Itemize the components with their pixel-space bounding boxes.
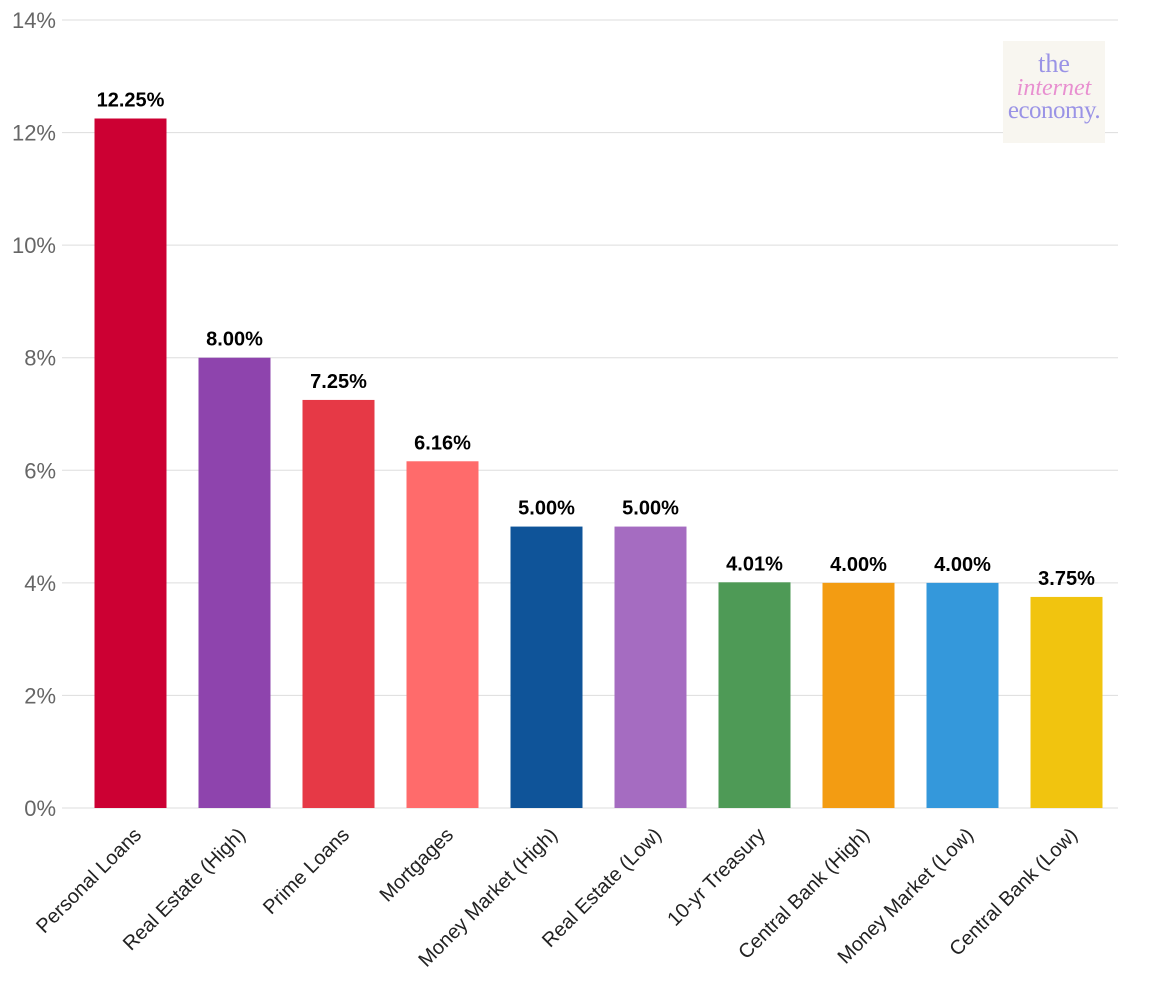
y-tick-label: 8% bbox=[24, 346, 56, 371]
y-tick-label: 0% bbox=[24, 796, 56, 821]
bar bbox=[614, 526, 687, 808]
bar bbox=[926, 582, 999, 808]
data-label: 4.00% bbox=[830, 554, 887, 576]
data-label: 12.25% bbox=[97, 90, 165, 112]
bar bbox=[822, 582, 895, 808]
y-tick-label: 12% bbox=[12, 121, 56, 146]
bar bbox=[510, 526, 583, 808]
bar bbox=[302, 399, 375, 808]
y-tick-label: 6% bbox=[24, 458, 56, 483]
data-label: 4.00% bbox=[934, 554, 991, 576]
value-labels: 12.25% 8.00% 7.25% 6.16% 5.00% 5.00% 4.01% 4.00… bbox=[97, 90, 1095, 590]
data-label: 4.01% bbox=[726, 553, 783, 575]
logo-text-economy: economy. bbox=[1007, 97, 1101, 124]
x-tick-label: Mortgages bbox=[376, 824, 458, 906]
bar bbox=[94, 118, 167, 808]
x-tick-label: 10-yr Treasury bbox=[663, 824, 770, 931]
data-label: 5.00% bbox=[622, 498, 679, 520]
bar bbox=[718, 582, 791, 808]
y-tick-label: 14% bbox=[12, 8, 56, 33]
data-label: 7.25% bbox=[310, 371, 367, 393]
data-label: 5.00% bbox=[518, 498, 575, 520]
bar bbox=[406, 461, 479, 808]
data-label: 6.16% bbox=[414, 432, 471, 454]
data-label: 3.75% bbox=[1038, 568, 1095, 590]
y-axis-tick-labels: 0% 2% 4% 6% 8% 10% 12% 14% bbox=[12, 8, 56, 821]
logo-text-internet: internet bbox=[1016, 75, 1092, 101]
bars bbox=[94, 118, 1103, 808]
bar bbox=[198, 357, 271, 808]
x-tick-label: Personal Loans bbox=[32, 824, 146, 938]
bar bbox=[1030, 596, 1103, 808]
logo-text-the: the bbox=[1038, 49, 1070, 78]
y-tick-label: 2% bbox=[24, 683, 56, 708]
data-label: 8.00% bbox=[206, 329, 263, 351]
logo: the internet economy. bbox=[1003, 41, 1105, 143]
y-tick-label: 10% bbox=[12, 233, 56, 258]
y-tick-label: 4% bbox=[24, 571, 56, 596]
x-tick-label: Prime Loans bbox=[259, 824, 354, 919]
